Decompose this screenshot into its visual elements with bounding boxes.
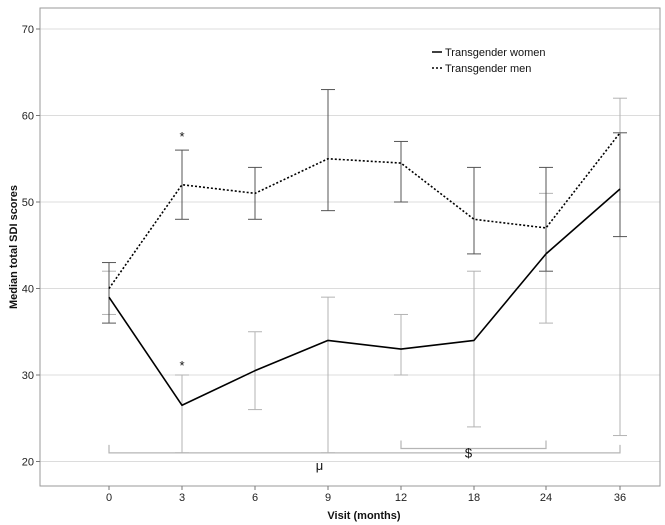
significance-bracket-1: [400, 440, 547, 450]
x-tick-label-36: 36: [614, 492, 626, 504]
legend: Transgender women Transgender men: [432, 47, 545, 75]
legend-label-transgender-men: Transgender men: [445, 63, 531, 75]
y-tick-label-60: 60: [22, 111, 34, 123]
gridlines: [40, 28, 660, 462]
significance-brackets: [108, 440, 621, 454]
annotations: * * μ $: [179, 129, 472, 473]
y-tick-label-30: 30: [22, 370, 34, 382]
x-tick-label-3: 3: [179, 492, 185, 504]
significance-bracket-0: [108, 444, 621, 454]
x-tick-label-9: 9: [325, 492, 331, 504]
y-tick-label-20: 20: [22, 457, 34, 469]
x-tick-label-0: 0: [106, 492, 112, 504]
annotation-2: μ: [316, 458, 324, 473]
y-tick-label-40: 40: [22, 284, 34, 296]
x-axis-ticks: 0 3 6 9 12 18 24 36: [106, 486, 626, 504]
y-tick-label-70: 70: [22, 24, 34, 36]
legend-label-transgender-women: Transgender women: [445, 47, 545, 59]
y-tick-label-50: 50: [22, 197, 34, 209]
annotation-3: $: [465, 446, 473, 461]
plot-area-frame: [39, 7, 661, 487]
x-tick-label-12: 12: [395, 492, 407, 504]
y-axis-title: Median total SDI scores: [8, 185, 20, 309]
series-lines: [108, 132, 621, 407]
annotation-1: *: [179, 358, 184, 373]
error-bars: [102, 89, 627, 454]
series-line-transgender-women: [108, 188, 621, 407]
x-tick-label-6: 6: [252, 492, 258, 504]
x-tick-label-24: 24: [540, 492, 552, 504]
x-axis-title: Visit (months): [327, 510, 400, 522]
y-axis-ticks: 20 30 40 50 60 70: [22, 24, 40, 469]
x-tick-label-18: 18: [468, 492, 480, 504]
annotation-0: *: [179, 129, 184, 144]
series-line-transgender-men: [108, 132, 621, 289]
